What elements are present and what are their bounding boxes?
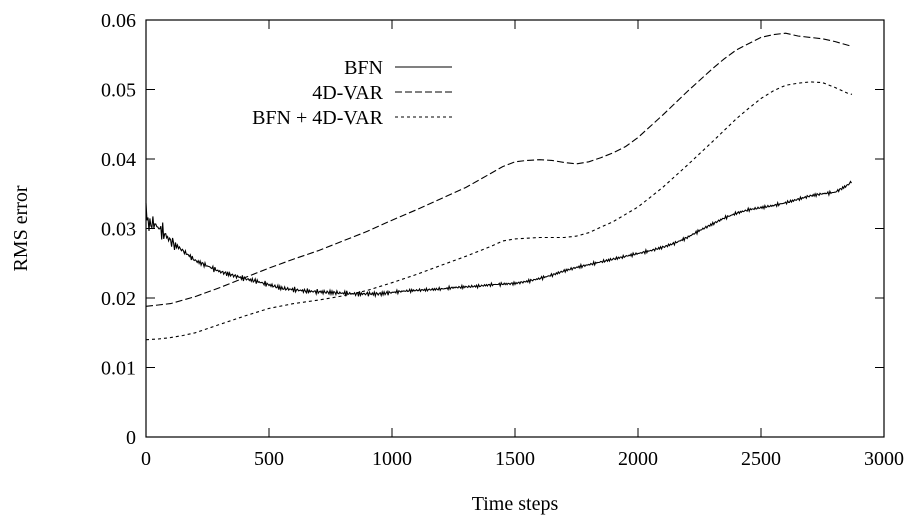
x-axis-title: Time steps (472, 493, 559, 515)
legend-label-2: BFN + 4D-VAR (252, 107, 384, 129)
y-tick-label: 0.02 (101, 288, 136, 310)
legend: BFN 4D-VAR BFN + 4D-VAR (252, 57, 452, 129)
y-tick-label: 0.06 (101, 10, 136, 32)
y-axis-title: RMS error (10, 185, 32, 271)
y-tick-label: 0.01 (101, 358, 136, 380)
plot-frame (145, 19, 885, 438)
series-line-1 (145, 32, 853, 307)
y-tick-label: 0.03 (101, 219, 136, 241)
x-tick-label: 1000 (372, 448, 412, 470)
y-tick-label: 0.04 (101, 149, 136, 171)
x-tick-label: 1500 (495, 448, 535, 470)
series-line-2 (145, 81, 853, 341)
series-layer (145, 32, 853, 341)
x-tick-label: 500 (254, 448, 284, 470)
y-tick-label: 0.05 (101, 80, 136, 102)
x-tick-label: 3000 (864, 448, 904, 470)
legend-label-0: BFN (344, 57, 383, 79)
x-tick-label: 2000 (618, 448, 658, 470)
legend-label-1: 4D-VAR (312, 82, 383, 104)
x-tick-label: 0 (141, 448, 151, 470)
series-line-0 (145, 180, 852, 299)
y-tick-label: 0 (126, 427, 136, 449)
x-tick-label: 2500 (741, 448, 781, 470)
axis-ticks: 0 500 1000 1500 2000 2500 3000 0 0.01 0.02 0.03 0.0… (101, 10, 904, 470)
